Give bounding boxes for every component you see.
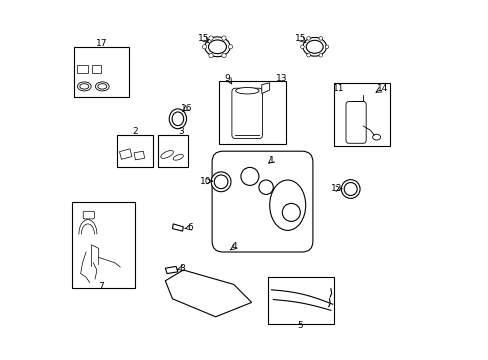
Ellipse shape bbox=[305, 40, 323, 53]
Circle shape bbox=[222, 36, 225, 40]
Text: 4: 4 bbox=[231, 243, 237, 252]
Text: 3: 3 bbox=[178, 127, 184, 136]
FancyBboxPatch shape bbox=[231, 88, 262, 139]
Polygon shape bbox=[134, 151, 144, 160]
Ellipse shape bbox=[344, 183, 356, 195]
FancyBboxPatch shape bbox=[92, 65, 101, 73]
Ellipse shape bbox=[172, 112, 183, 126]
Circle shape bbox=[318, 53, 322, 57]
Ellipse shape bbox=[372, 134, 380, 140]
Text: 9: 9 bbox=[224, 74, 230, 83]
FancyBboxPatch shape bbox=[77, 65, 88, 73]
Ellipse shape bbox=[303, 37, 325, 56]
Circle shape bbox=[208, 53, 213, 58]
Circle shape bbox=[306, 37, 310, 40]
Text: 15: 15 bbox=[294, 34, 306, 43]
Text: 5: 5 bbox=[297, 321, 303, 330]
Ellipse shape bbox=[161, 150, 173, 158]
Ellipse shape bbox=[95, 82, 109, 91]
Circle shape bbox=[241, 167, 258, 185]
Text: 10: 10 bbox=[200, 177, 211, 186]
Ellipse shape bbox=[173, 154, 183, 160]
Text: 2: 2 bbox=[132, 127, 137, 136]
Circle shape bbox=[258, 180, 273, 194]
Ellipse shape bbox=[269, 180, 305, 230]
Text: 12: 12 bbox=[330, 184, 341, 193]
FancyBboxPatch shape bbox=[158, 135, 187, 167]
Polygon shape bbox=[165, 266, 178, 274]
Ellipse shape bbox=[235, 87, 259, 94]
Text: 17: 17 bbox=[96, 40, 107, 49]
FancyBboxPatch shape bbox=[117, 135, 152, 167]
Text: 8: 8 bbox=[179, 264, 185, 273]
Ellipse shape bbox=[98, 84, 106, 89]
FancyBboxPatch shape bbox=[212, 151, 312, 252]
Ellipse shape bbox=[214, 175, 227, 189]
Ellipse shape bbox=[77, 82, 91, 91]
Ellipse shape bbox=[208, 40, 226, 54]
Ellipse shape bbox=[204, 37, 230, 57]
Polygon shape bbox=[119, 149, 132, 159]
Polygon shape bbox=[165, 270, 251, 317]
FancyBboxPatch shape bbox=[334, 83, 389, 146]
Circle shape bbox=[222, 53, 225, 58]
Ellipse shape bbox=[169, 109, 186, 129]
Ellipse shape bbox=[80, 84, 89, 89]
Circle shape bbox=[300, 45, 304, 49]
Text: 14: 14 bbox=[377, 84, 388, 93]
Text: 7: 7 bbox=[99, 282, 104, 291]
Polygon shape bbox=[261, 83, 269, 94]
Circle shape bbox=[325, 45, 328, 49]
FancyBboxPatch shape bbox=[83, 211, 94, 219]
Ellipse shape bbox=[341, 180, 359, 198]
Text: 13: 13 bbox=[275, 74, 287, 83]
Circle shape bbox=[228, 45, 232, 49]
Circle shape bbox=[208, 36, 213, 40]
Circle shape bbox=[318, 37, 322, 40]
Circle shape bbox=[202, 45, 206, 49]
Circle shape bbox=[306, 53, 310, 57]
Text: 1: 1 bbox=[268, 156, 274, 165]
Text: 16: 16 bbox=[181, 104, 192, 113]
FancyBboxPatch shape bbox=[72, 202, 134, 288]
Text: 15: 15 bbox=[197, 34, 209, 43]
Polygon shape bbox=[172, 224, 183, 231]
FancyBboxPatch shape bbox=[346, 102, 366, 143]
Circle shape bbox=[282, 203, 300, 221]
Text: 6: 6 bbox=[186, 223, 192, 232]
Text: 11: 11 bbox=[333, 84, 344, 93]
FancyBboxPatch shape bbox=[267, 277, 334, 324]
FancyBboxPatch shape bbox=[73, 47, 129, 97]
Ellipse shape bbox=[211, 172, 230, 192]
FancyBboxPatch shape bbox=[219, 81, 285, 144]
